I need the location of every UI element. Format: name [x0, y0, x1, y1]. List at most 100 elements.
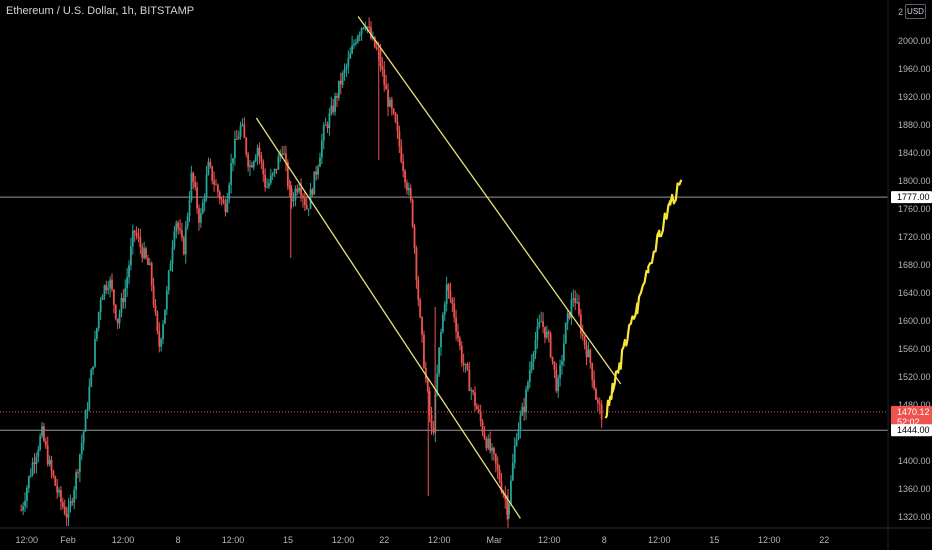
candle-body — [46, 445, 49, 465]
candle-body — [156, 312, 159, 332]
candle-body — [165, 290, 168, 310]
candle-body — [424, 367, 427, 379]
candle-body — [341, 72, 344, 85]
candle-body — [317, 166, 319, 175]
candle-body — [67, 507, 70, 518]
candle-body — [555, 369, 558, 391]
candle-body — [549, 333, 552, 357]
candle-body — [540, 321, 543, 323]
candle-body — [349, 53, 352, 59]
candle-body — [430, 414, 433, 429]
candle-body — [474, 392, 476, 406]
candle-body — [239, 125, 242, 137]
candle-body — [574, 298, 577, 303]
candle-body — [596, 399, 599, 404]
candle-body — [320, 140, 323, 158]
candle-body — [487, 438, 490, 449]
candle-body — [24, 500, 26, 507]
candle-body — [58, 490, 60, 493]
projection-path[interactable] — [604, 179, 683, 419]
chart-title: Ethereum / U.S. Dollar, 1h, BITSTAMP — [6, 5, 195, 17]
candle-body — [130, 246, 132, 266]
trendline[interactable] — [357, 16, 622, 385]
candle-body — [419, 299, 422, 317]
y-tick-label: 1600.00 — [898, 316, 931, 326]
candle-body — [254, 157, 257, 162]
candle-body — [181, 230, 183, 238]
candle-body — [116, 318, 119, 324]
candle-body — [167, 270, 170, 291]
candle-body — [593, 379, 596, 390]
candle-body — [483, 432, 486, 439]
candle-body — [186, 215, 189, 227]
x-tick-label: 12:00 — [538, 535, 561, 545]
currency-button[interactable]: USD — [905, 4, 926, 19]
drawings-layer — [255, 16, 683, 519]
candle-body — [126, 277, 129, 289]
x-tick-label: 12:00 — [758, 535, 781, 545]
candle-body — [158, 331, 161, 347]
candle-body — [241, 124, 244, 126]
y-tick-label: 1480.00 — [898, 400, 931, 410]
candle-body — [322, 125, 325, 141]
candle-body — [192, 172, 195, 182]
candle-body — [95, 328, 98, 339]
candle-body — [88, 386, 91, 410]
candle-body — [29, 474, 32, 477]
candle-body — [298, 187, 301, 192]
candle-body — [305, 204, 308, 209]
candle-body — [277, 156, 280, 170]
candle-body — [160, 339, 163, 347]
candle-body — [353, 43, 355, 46]
candle-body — [99, 300, 102, 313]
candle-body — [440, 332, 442, 348]
candle-body — [71, 500, 74, 503]
candle-body — [101, 295, 104, 301]
candle-body — [493, 447, 495, 454]
candle-body — [281, 153, 284, 155]
x-tick-label: Feb — [60, 535, 76, 545]
candle-body — [513, 445, 516, 463]
y-tick-label: 1840.00 — [898, 148, 931, 158]
candle-body — [233, 138, 236, 159]
candle-body — [44, 441, 47, 446]
candle-body — [118, 313, 121, 324]
candle-body — [137, 235, 140, 238]
candle-body — [171, 247, 174, 264]
y-tick-label: 1520.00 — [898, 372, 931, 382]
candle-body — [207, 161, 210, 175]
candle-body — [389, 99, 391, 107]
candle-body — [536, 326, 539, 341]
candle-body — [362, 27, 365, 29]
candle-body — [177, 222, 180, 229]
candle-body — [315, 171, 318, 175]
candle-body — [162, 323, 164, 340]
x-tick-label: 22 — [819, 535, 829, 545]
trendline[interactable] — [255, 117, 521, 519]
candle-body — [572, 298, 575, 300]
candle-body — [515, 439, 518, 446]
candle-body — [415, 247, 418, 280]
candle-body — [578, 302, 580, 315]
x-tick-label: 8 — [602, 535, 607, 545]
candle-body — [152, 284, 155, 305]
candle-body — [294, 188, 297, 201]
candle-body — [445, 284, 448, 305]
candle-body — [194, 181, 197, 188]
candle-body — [417, 279, 420, 300]
candle-body — [300, 187, 302, 196]
candle-body — [209, 161, 212, 167]
candle-body — [477, 409, 480, 412]
candle-body — [292, 200, 295, 202]
candle-body — [269, 175, 272, 184]
candle-body — [547, 331, 550, 334]
candle-body — [82, 431, 85, 444]
candle-body — [394, 113, 397, 123]
candle-body — [75, 472, 77, 490]
candle-body — [326, 124, 329, 129]
candle-body — [80, 443, 83, 455]
candlestick-series — [20, 17, 603, 528]
candle-body — [460, 345, 463, 363]
